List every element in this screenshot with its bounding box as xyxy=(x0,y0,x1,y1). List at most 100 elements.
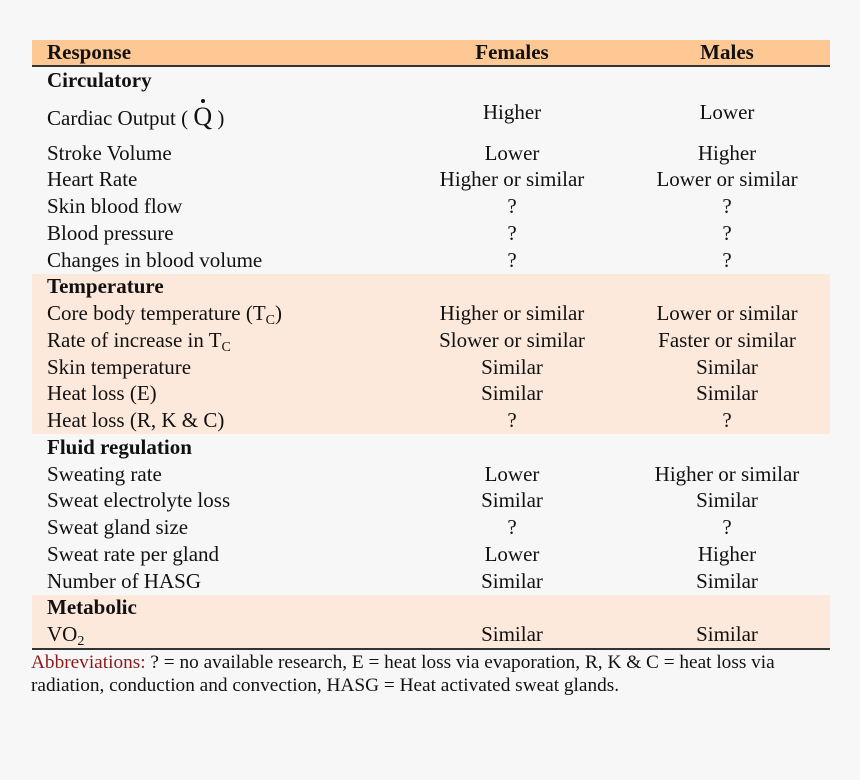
males-value: Higher xyxy=(697,541,757,566)
females-value: Slower or similar xyxy=(439,327,585,352)
table-row: Cardiac Output ( Q ) Higher Lower xyxy=(32,94,830,140)
label-text: Number of HASG xyxy=(47,568,201,593)
header-response: Response xyxy=(47,40,132,64)
label-text: Heat loss (R, K & C) xyxy=(47,408,225,433)
table-header: Response Females Males xyxy=(32,40,830,67)
males-value: Similar xyxy=(696,568,758,593)
table-row: Skin blood flow?? xyxy=(32,193,830,220)
header-males: Males xyxy=(700,40,754,64)
response-label: Sweat rate per gland xyxy=(32,542,402,567)
response-label: Sweat electrolyte loss xyxy=(32,488,402,513)
table-row: Number of HASG Similar Similar xyxy=(32,568,830,595)
table-row: Core body temperature (TC) Higher or simi… xyxy=(32,300,830,328)
label-text: Cardiac Output ( xyxy=(47,105,189,130)
section-title: Fluid regulation xyxy=(47,434,192,459)
section-title: Temperature xyxy=(47,274,164,299)
label-text: Skin temperature xyxy=(47,354,192,379)
section-title: Metabolic xyxy=(47,595,137,620)
females-value: ? xyxy=(507,194,517,219)
section-title: Circulatory xyxy=(47,67,152,92)
females-value: ? xyxy=(507,220,517,245)
label-text: Changes in blood volume xyxy=(47,247,263,272)
males-value: ? xyxy=(722,408,732,433)
females-value: Lower xyxy=(484,541,540,566)
label-text: Sweat rate per gland xyxy=(47,541,220,566)
label-text: VO xyxy=(47,622,78,647)
females-value: Lower xyxy=(484,140,540,165)
label-text: Sweat gland size xyxy=(47,515,189,540)
footnote-text: ? = no available research, E = heat loss… xyxy=(31,652,775,696)
table-row: Heart Rate Higher or similar Lower or simi… xyxy=(32,167,830,194)
females-value: Similar xyxy=(481,568,543,593)
response-label: Heat loss (E) xyxy=(32,381,402,406)
table-row: Stroke Volume Lower Higher xyxy=(32,140,830,167)
females-value: ? xyxy=(507,247,517,272)
response-label: Sweat gland size xyxy=(32,515,402,540)
males-value: Lower or similar xyxy=(656,301,798,326)
footnote-label: Abbreviations: xyxy=(31,652,146,673)
males-value: Faster or similar xyxy=(658,327,796,352)
males-value: Lower or similar xyxy=(656,167,798,192)
response-label: Stroke Volume xyxy=(32,141,402,166)
label-end: ) xyxy=(275,301,283,326)
females-value: Similar xyxy=(481,622,543,647)
table-row: Heat loss (R, K & C)?? xyxy=(32,407,830,434)
males-value: Similar xyxy=(696,488,758,513)
table-row: Rate of increase in TC Slower or similar F… xyxy=(32,327,830,355)
response-label: Sweating rate xyxy=(32,462,402,487)
response-label: Changes in blood volume xyxy=(32,248,402,273)
table-row: Heat loss (E) Similar Similar xyxy=(32,381,830,408)
subscript: 2 xyxy=(77,634,85,650)
section-metabolic: Metabolic VO2 Similar Similar xyxy=(32,594,830,650)
males-value: Higher or similar xyxy=(654,461,800,486)
females-value: Similar xyxy=(481,354,543,379)
label-text: Blood pressure xyxy=(47,220,174,245)
table-row: Sweat gland size?? xyxy=(32,514,830,541)
section-temperature: Temperature Core body temperature (TC) Hig… xyxy=(32,273,830,434)
males-value: Lower xyxy=(699,99,755,124)
males-value: Similar xyxy=(696,381,758,406)
females-value: Lower xyxy=(484,461,540,486)
table-row: Skin temperature Similar Similar xyxy=(32,354,830,381)
table-row: Changes in blood volume?? xyxy=(32,247,830,274)
females-value: Higher or similar xyxy=(439,301,585,326)
response-label: Skin temperature xyxy=(32,355,402,380)
females-value: ? xyxy=(507,515,517,540)
females-value: ? xyxy=(507,408,517,433)
label-text: Core body temperature (T xyxy=(47,301,266,326)
response-label: Number of HASG xyxy=(32,569,402,594)
response-label: Skin blood flow xyxy=(32,194,402,219)
label-text: Stroke Volume xyxy=(47,140,172,165)
males-value: Similar xyxy=(696,354,758,379)
section-header: Fluid regulation xyxy=(32,434,830,461)
table-row: Sweat electrolyte loss Similar Similar xyxy=(32,488,830,515)
males-value: Higher xyxy=(697,140,757,165)
response-label: Heart Rate xyxy=(32,167,402,192)
label-text: Sweat electrolyte loss xyxy=(47,488,231,513)
q-dot-symbol: Q xyxy=(193,98,213,131)
section-fluid-regulation: Fluid regulation Sweating rate Lower Higher… xyxy=(32,434,830,595)
males-value: ? xyxy=(722,220,732,245)
label-end: ) xyxy=(217,105,225,130)
response-label: Core body temperature (TC) xyxy=(32,301,402,328)
females-value: Higher xyxy=(482,99,542,124)
label-text: Heart Rate xyxy=(47,167,138,192)
males-value: ? xyxy=(722,515,732,540)
footnote: Abbreviations: ? = no available research… xyxy=(31,651,836,697)
label-text: Skin blood flow xyxy=(47,194,183,219)
table-row: Sweat rate per gland Lower Higher xyxy=(32,541,830,568)
females-value: Higher or similar xyxy=(439,167,585,192)
comparison-table: Response Females Males Circulatory Cardia… xyxy=(32,40,830,650)
females-value: Similar xyxy=(481,381,543,406)
label-text: Heat loss (E) xyxy=(47,381,157,406)
header-females: Females xyxy=(475,40,549,64)
females-value: Similar xyxy=(481,488,543,513)
table-row: VO2 Similar Similar xyxy=(32,621,830,650)
males-value: Similar xyxy=(696,622,758,647)
response-label: Cardiac Output ( Q ) xyxy=(32,98,402,132)
table-body: Circulatory Cardiac Output ( Q ) Higher Low… xyxy=(32,67,830,650)
label-text: Sweating rate xyxy=(47,461,162,486)
subscript: C xyxy=(221,339,231,355)
table-row: Sweating rate Lower Higher or similar xyxy=(32,461,830,488)
response-label: Blood pressure xyxy=(32,221,402,246)
